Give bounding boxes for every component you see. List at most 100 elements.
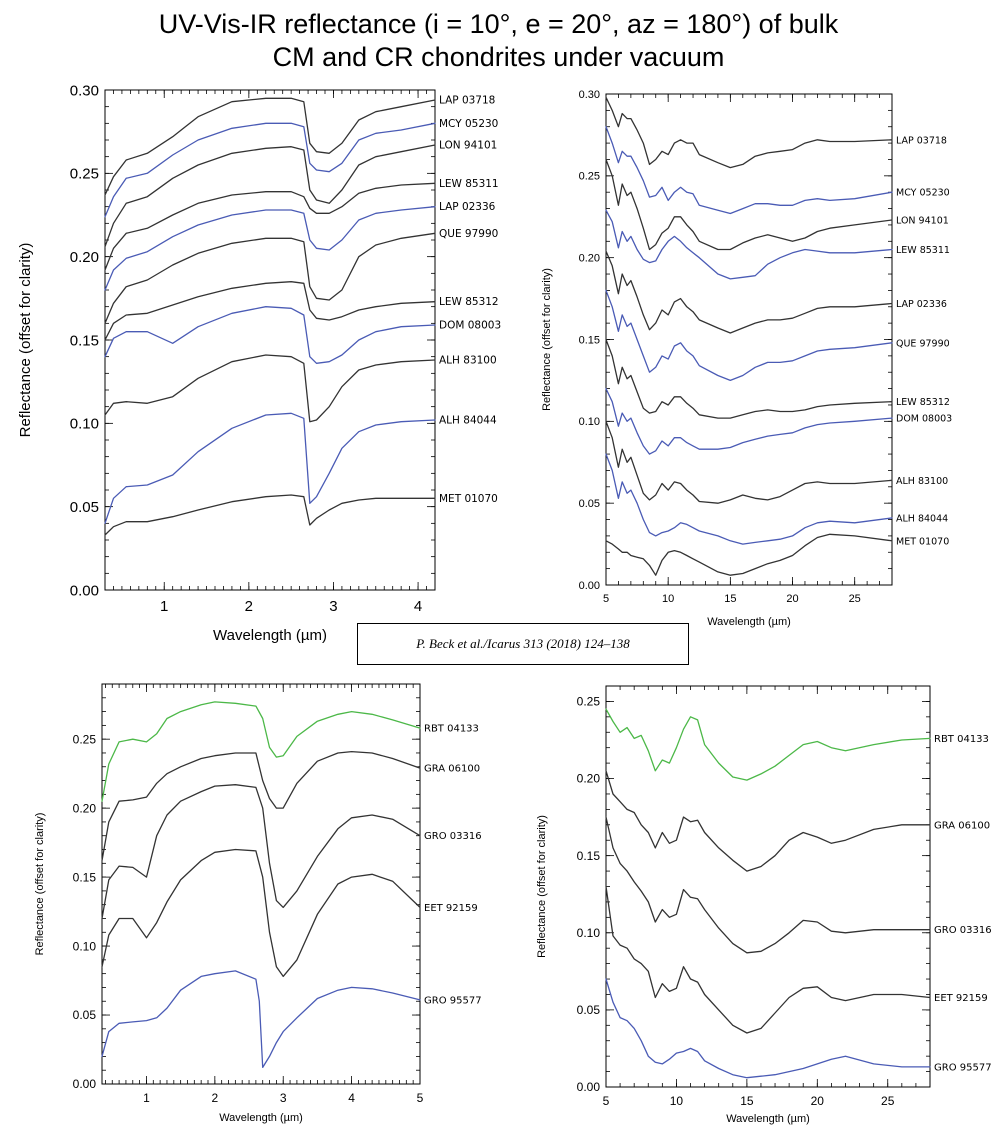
- series-line: [605, 96, 893, 169]
- y-tick-label: 0.15: [579, 334, 600, 346]
- series-line: [605, 387, 893, 455]
- series-label: MCY 05230: [439, 118, 498, 130]
- series-line: [101, 784, 421, 920]
- minor-ticks: [104, 89, 436, 591]
- y-tick-label: 0.15: [70, 332, 99, 349]
- series-label: QUE 97990: [439, 228, 498, 240]
- series-label: LEW 85311: [439, 178, 499, 190]
- y-tick-label: 0.10: [579, 416, 600, 428]
- y-axis-label: Reflectance (offset for clarity): [541, 268, 553, 411]
- x-tick-label: 1: [160, 598, 168, 615]
- series-label: LEW 85312: [896, 397, 950, 408]
- series-line: [605, 289, 893, 382]
- x-tick-label: 15: [724, 593, 736, 605]
- series-label: ALH 84044: [896, 513, 948, 524]
- minor-ticks: [605, 685, 931, 1088]
- series-line: [605, 250, 893, 334]
- series-label: LAP 03718: [439, 95, 495, 107]
- series-line: [104, 206, 436, 291]
- y-tick-label: 0.10: [70, 416, 99, 433]
- series-line: [101, 848, 421, 978]
- x-tick-label: 4: [348, 1091, 355, 1105]
- series-label: GRO 95577: [424, 995, 482, 1006]
- chart-cr-uv-vis-ir: 1 2 3 4 5 0.00 0.05 0.10 0.15 0.20 0.25 Wavelength …: [34, 683, 482, 1124]
- y-tick-label: 0.05: [577, 1003, 601, 1017]
- y-tick-label: 0.20: [579, 253, 600, 265]
- series-line: [104, 306, 436, 364]
- y-tick-label: 0.20: [577, 772, 601, 786]
- series-label: RBT 04133: [424, 724, 479, 735]
- y-tick-label: 0.25: [73, 732, 97, 746]
- x-axis-label: Wavelength (µm): [213, 627, 327, 644]
- series-line: [104, 281, 436, 341]
- series-line: [605, 816, 931, 954]
- series-label: GRO 03316: [934, 925, 992, 936]
- series-line: [104, 182, 436, 271]
- x-axis-label: Wavelength (µm): [726, 1113, 810, 1125]
- series-line: [104, 412, 436, 524]
- minor-ticks: [605, 93, 893, 586]
- x-tick-label: 5: [417, 1091, 424, 1105]
- series-line: [605, 126, 893, 215]
- y-tick-label: 0.00: [579, 580, 600, 592]
- series-label: ALH 83100: [439, 355, 497, 367]
- y-tick-label: 0.15: [577, 849, 601, 863]
- y-tick-label: 0.30: [579, 89, 600, 101]
- series-line: [101, 750, 421, 862]
- series-line: [605, 885, 931, 1034]
- x-tick-label: 25: [849, 593, 861, 605]
- series-line: [605, 338, 893, 419]
- plot-frame: [101, 683, 421, 1085]
- x-tick-label: 10: [670, 1094, 684, 1108]
- x-tick-label: 2: [211, 1091, 218, 1105]
- y-tick-label: 0.10: [73, 939, 97, 953]
- y-tick-label: 0.05: [579, 498, 600, 510]
- series-line: [104, 144, 436, 248]
- series-label: LAP 02336: [439, 201, 496, 213]
- series-label: GRO 03316: [424, 831, 482, 842]
- x-axis-label: Wavelength (µm): [219, 1112, 303, 1124]
- series-line: [104, 97, 436, 196]
- series-label: LAP 03718: [896, 135, 947, 146]
- y-tick-label: 0.00: [577, 1080, 601, 1094]
- y-tick-label: 0.20: [73, 801, 97, 815]
- y-axis-label: Reflectance (offset for clarity): [34, 813, 46, 956]
- series-label: ALH 83100: [896, 476, 948, 487]
- x-tick-label: 20: [811, 1094, 825, 1108]
- series-line: [605, 158, 893, 251]
- series-line: [605, 533, 893, 576]
- plot-frame: [104, 89, 436, 591]
- x-axis-label: Wavelength (µm): [707, 616, 791, 628]
- series-label: ALH 84044: [439, 415, 497, 427]
- citation-text: P. Beck et al./Icarus 313 (2018) 124–138: [416, 636, 630, 651]
- y-tick-label: 0.05: [73, 1008, 97, 1022]
- x-tick-label: 3: [329, 598, 337, 615]
- series-label: LAP 02336: [896, 299, 947, 310]
- chart-cr-mid-ir: 5 10 15 20 25 0.00 0.05 0.10 0.15 0.20 0.25 Wavelen…: [536, 685, 992, 1125]
- x-tick-label: 20: [786, 593, 798, 605]
- series-label: LON 94101: [896, 216, 949, 227]
- series-label: QUE 97990: [896, 338, 950, 349]
- y-tick-label: 0.25: [579, 171, 600, 183]
- y-tick-label: 0.20: [70, 249, 99, 266]
- series-line: [104, 122, 436, 218]
- y-tick-label: 0.05: [70, 499, 99, 516]
- series-label: MET 01070: [896, 536, 949, 547]
- series-line: [104, 354, 436, 423]
- page-title: UV-Vis-IR reflectance (i = 10°, e = 20°,…: [0, 8, 997, 74]
- plot-frame: [605, 93, 893, 586]
- series-label: EET 92159: [934, 993, 988, 1004]
- citation-box: P. Beck et al./Icarus 313 (2018) 124–138: [357, 623, 689, 665]
- x-tick-label: 1: [143, 1091, 150, 1105]
- series-label: RBT 04133: [934, 734, 989, 745]
- x-tick-label: 10: [662, 593, 674, 605]
- y-axis-label: Reflectance (offset for clarity): [17, 243, 34, 438]
- series-label: MET 01070: [439, 493, 498, 505]
- x-tick-label: 2: [245, 598, 253, 615]
- series-line: [101, 701, 421, 802]
- x-tick-label: 25: [881, 1094, 895, 1108]
- chart-cm-uv-vis-ir: 1 2 3 4 0.00 0.05 0.10 0.15 0.20 0.25 0.30 Waveleng…: [17, 82, 501, 644]
- y-tick-label: 0.00: [73, 1077, 97, 1091]
- x-tick-label: 3: [280, 1091, 287, 1105]
- title-line-2: CM and CR chondrites under vacuum: [272, 42, 725, 72]
